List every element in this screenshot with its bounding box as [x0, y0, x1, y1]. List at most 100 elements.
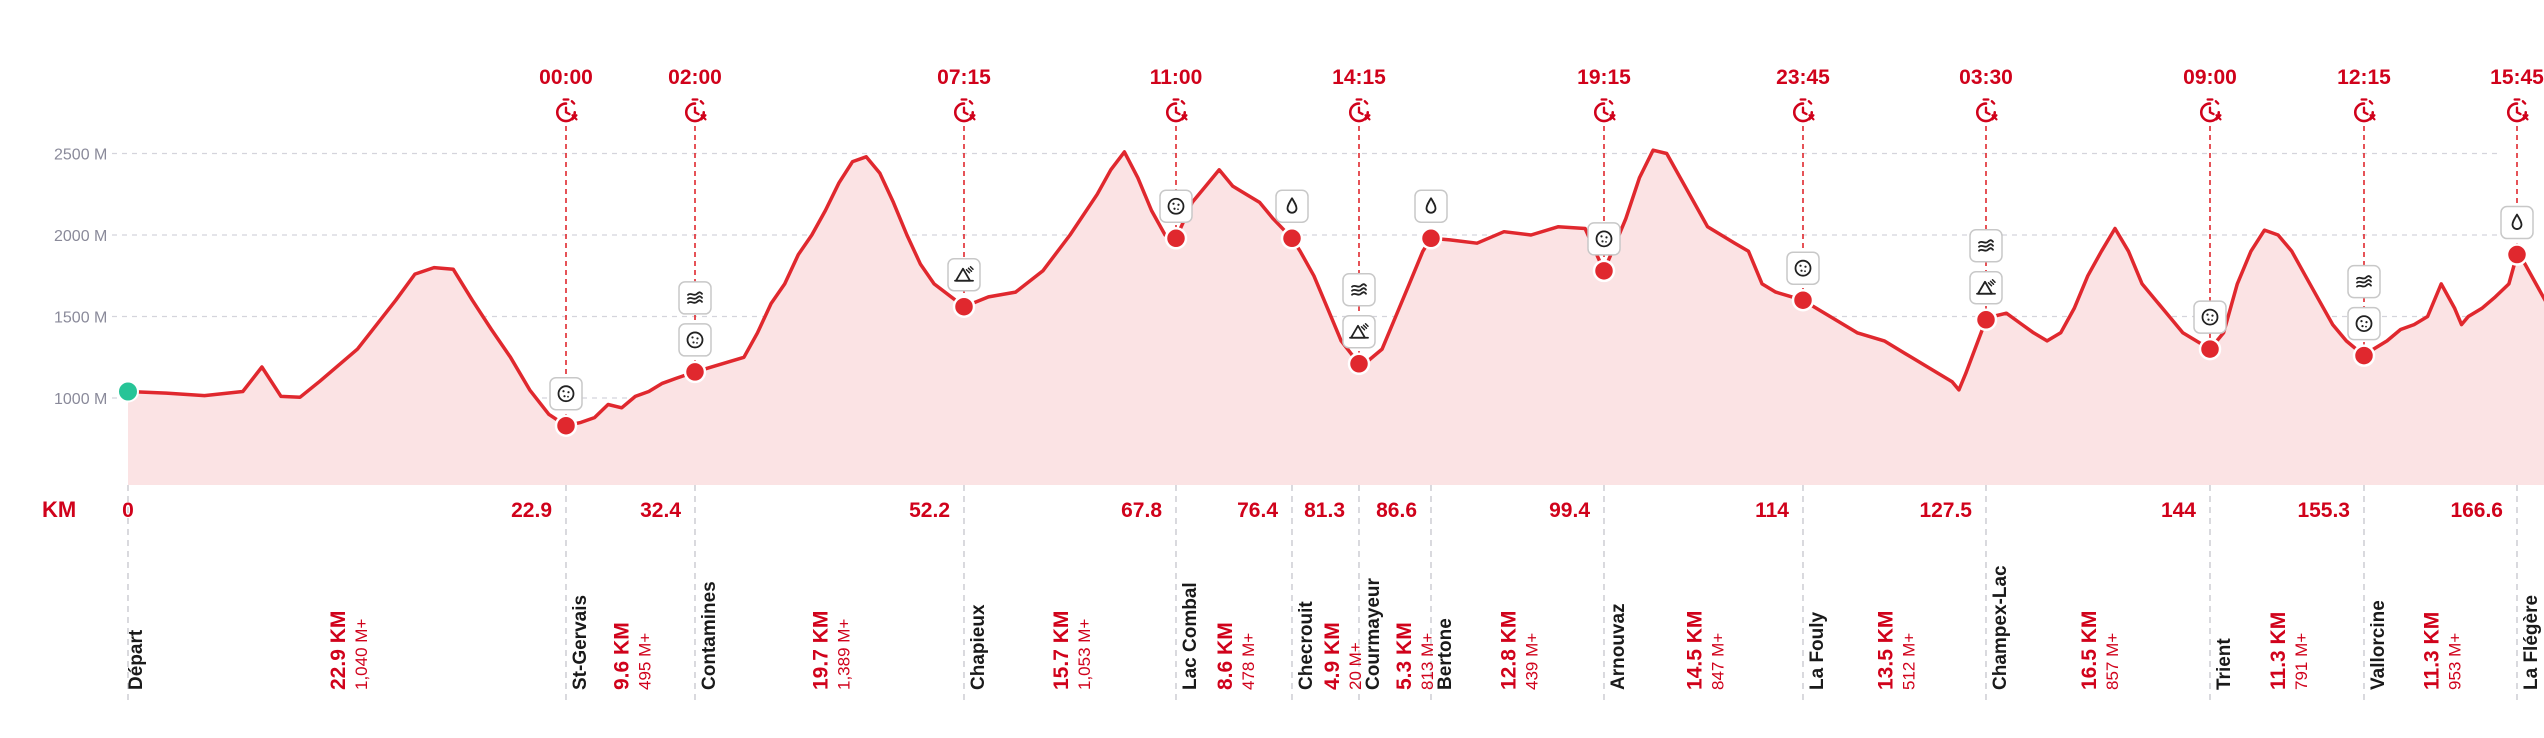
- cutoff-time: 14:15: [1332, 66, 1386, 89]
- km-axis-label: KM: [42, 497, 76, 522]
- km-tick-label: 52.2: [909, 499, 950, 522]
- cutoff-time: 23:45: [1776, 66, 1830, 89]
- elevation-line: [126, 148, 2544, 428]
- aid-station-marker: [1419, 227, 1443, 250]
- station-name: Départ: [126, 629, 147, 690]
- segment-distance: 12.8 KM: [1498, 611, 1521, 690]
- cutoff-time: 15:45: [2490, 66, 2544, 89]
- segment-distance: 22.9 KM: [327, 611, 350, 690]
- aid-station-marker: [1592, 259, 1616, 283]
- km-tick-label: 86.6: [1376, 499, 1417, 522]
- station-name: Chapieux: [968, 604, 989, 690]
- segment-elevation-gain: 857 M+: [2103, 633, 2122, 690]
- station-name: Vallorcine: [2368, 600, 2389, 690]
- aid-station-marker: [2505, 243, 2529, 266]
- cutoff-time: 09:00: [2183, 66, 2237, 89]
- aid-station-marker: [2198, 337, 2222, 361]
- aid-station-marker: [1164, 227, 1188, 250]
- km-tick-label: 144: [2161, 499, 2196, 522]
- stopwatch-icon: [1975, 98, 1998, 123]
- segment-elevation-gain: 478 M+: [1239, 633, 1258, 690]
- km-tick-label: 114: [1755, 499, 1789, 522]
- aid-station-marker: [1974, 308, 1998, 332]
- tent-badge: [1342, 315, 1376, 349]
- stopwatch-icon: [555, 98, 578, 123]
- aid-station-marker: [952, 295, 976, 318]
- segment-elevation-gain: 1,389 M+: [835, 619, 854, 690]
- cutoff-time: 19:15: [1577, 66, 1631, 89]
- y-tick-label: 1000 M: [54, 391, 107, 408]
- station-name: St-Gervais: [570, 595, 591, 690]
- tent-badge: [1969, 271, 2003, 305]
- cookie-badge: [549, 376, 583, 411]
- segment-elevation-gain: 1,040 M+: [352, 619, 371, 690]
- segment-distance: 11.3 KM: [2267, 612, 2290, 690]
- km-tick-label: 22.9: [511, 499, 552, 522]
- station-name: Bertone: [1435, 618, 1456, 690]
- cutoff-time: 00:00: [539, 66, 593, 89]
- segment-distance: 14.5 KM: [1684, 611, 1707, 690]
- cutoff-time: 03:30: [1959, 66, 2013, 89]
- segment-elevation-gain: 512 M+: [1900, 633, 1919, 690]
- segment-distance: 11.3 KM: [2421, 612, 2444, 690]
- water-drop-badge: [1414, 189, 1448, 224]
- stopwatch-icon: [2506, 98, 2529, 123]
- cutoff-time: 07:15: [937, 66, 991, 89]
- segment-elevation-gain: 20 M+: [1346, 642, 1365, 690]
- water-drop-badge: [2500, 205, 2534, 240]
- aid-station-marker: [1791, 288, 1815, 312]
- segment-distance: 8.6 KM: [1214, 622, 1237, 690]
- km-tick-label: 0: [122, 499, 134, 522]
- segment-elevation-gain: 495 M+: [636, 633, 655, 690]
- km-tick-label: 99.4: [1549, 499, 1590, 522]
- km-tick-label: 32.4: [640, 499, 681, 522]
- start-marker: [117, 380, 139, 403]
- segment-elevation-gain: 813 M+: [1418, 633, 1437, 690]
- cookie-badge: [1159, 189, 1193, 224]
- segment-distance: 19.7 KM: [810, 611, 833, 690]
- cutoff-time: 02:00: [668, 66, 722, 89]
- station-name: La Fouly: [1807, 611, 1828, 690]
- stopwatch-icon: [953, 98, 976, 123]
- cookie-badge: [1786, 251, 1820, 285]
- aid-station-marker: [683, 360, 707, 384]
- cookie-badge: [1587, 222, 1621, 256]
- station-name: La Flégère: [2521, 595, 2542, 690]
- stopwatch-icon: [684, 98, 707, 123]
- cookie-badge: [2347, 306, 2381, 341]
- segment-distance: 16.5 KM: [2078, 611, 2101, 690]
- km-tick-label: 67.8: [1121, 499, 1162, 522]
- aid-station-marker: [554, 414, 578, 437]
- y-tick-label: 1500 M: [54, 310, 107, 327]
- cutoff-time: 12:15: [2337, 66, 2391, 89]
- station-name: Courmayeur: [1363, 577, 1384, 690]
- km-tick-label: 127.5: [1919, 499, 1972, 522]
- stopwatch-icon: [1165, 98, 1188, 123]
- km-tick-label: 155.3: [2297, 499, 2350, 522]
- station-name: Arnouvaz: [1608, 603, 1629, 690]
- cookie-badge: [678, 323, 712, 357]
- segment-elevation-gain: 847 M+: [1709, 633, 1728, 690]
- segment-distance: 5.3 KM: [1393, 622, 1416, 690]
- aid-station-marker: [2352, 344, 2376, 367]
- y-tick-label: 2500 M: [54, 147, 107, 164]
- water-drop-badge: [1275, 189, 1309, 224]
- station-name: Champex-Lac: [1990, 565, 2011, 690]
- stopwatch-icon: [1792, 98, 1815, 123]
- station-name: Contamines: [699, 581, 720, 690]
- km-tick-label: 166.6: [2450, 499, 2503, 522]
- stopwatch-icon: [2353, 98, 2376, 123]
- stopwatch-icon: [1348, 98, 1371, 123]
- segment-elevation-gain: 953 M+: [2446, 633, 2465, 690]
- elevation-area: [128, 150, 2544, 485]
- segment-distance: 9.6 KM: [611, 622, 634, 690]
- station-name: Checrouit: [1296, 601, 1317, 690]
- station-name: Lac Combal: [1180, 582, 1201, 690]
- stopwatch-icon: [1593, 98, 1616, 123]
- station-name: Trient: [2214, 638, 2235, 690]
- segment-distance: 4.9 KM: [1321, 622, 1344, 690]
- aid-station-marker: [1280, 227, 1304, 250]
- segment-distance: 15.7 KM: [1050, 611, 1073, 690]
- km-tick-label: 76.4: [1237, 499, 1278, 522]
